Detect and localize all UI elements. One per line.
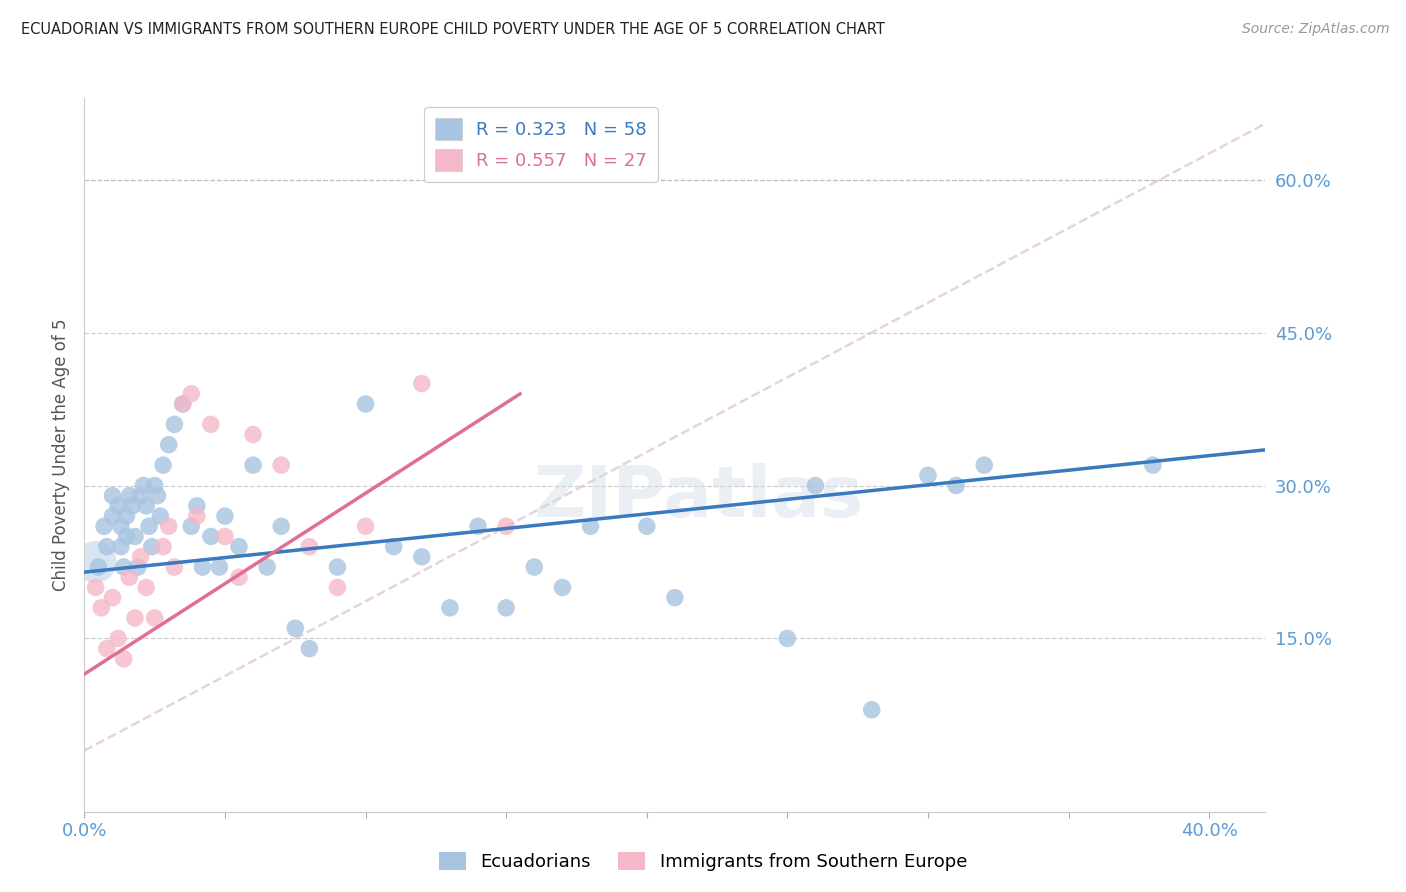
Point [152, 458, 174, 472]
Point [138, 519, 160, 533]
Point [523, 560, 546, 574]
Point [228, 540, 250, 554]
Point [551, 581, 574, 595]
Point [124, 529, 146, 543]
Text: Source: ZipAtlas.com: Source: ZipAtlas.com [1241, 22, 1389, 37]
Point [298, 540, 321, 554]
Point [96, 641, 118, 656]
Point [186, 499, 208, 513]
Point [112, 652, 135, 666]
Legend: R = 0.323   N = 58, R = 0.557   N = 27: R = 0.323 N = 58, R = 0.557 N = 27 [425, 107, 658, 182]
Point [326, 560, 349, 574]
Point [664, 591, 686, 605]
Point [860, 703, 883, 717]
Point [172, 397, 194, 411]
Point [200, 417, 222, 432]
Point [163, 560, 186, 574]
Point [143, 611, 166, 625]
Point [354, 397, 377, 411]
Point [467, 519, 489, 533]
Point [112, 560, 135, 574]
Point [101, 489, 124, 503]
Point [96, 540, 118, 554]
Point [439, 600, 461, 615]
Point [270, 458, 292, 472]
Point [636, 519, 658, 533]
Point [284, 621, 307, 635]
Y-axis label: Child Poverty Under the Age of 5: Child Poverty Under the Age of 5 [52, 318, 70, 591]
Point [124, 611, 146, 625]
Point [382, 540, 405, 554]
Point [354, 519, 377, 533]
Point [157, 438, 180, 452]
Point [115, 529, 138, 543]
Point [214, 509, 236, 524]
Point [127, 560, 149, 574]
Point [149, 509, 172, 524]
Point [132, 478, 155, 492]
Point [411, 549, 433, 564]
Point [214, 529, 236, 543]
Point [152, 540, 174, 554]
Point [495, 519, 517, 533]
Point [228, 570, 250, 584]
Point [180, 386, 202, 401]
Point [141, 540, 163, 554]
Point [146, 489, 169, 503]
Point [242, 427, 264, 442]
Legend: Ecuadorians, Immigrants from Southern Europe: Ecuadorians, Immigrants from Southern Eu… [432, 845, 974, 879]
Point [917, 468, 939, 483]
Point [121, 499, 143, 513]
Point [1142, 458, 1164, 472]
Point [118, 489, 141, 503]
Point [129, 549, 152, 564]
Point [180, 519, 202, 533]
Text: ZIPatlas: ZIPatlas [533, 463, 863, 533]
Point [326, 581, 349, 595]
Point [804, 478, 827, 492]
Point [200, 529, 222, 543]
Point [579, 519, 602, 533]
Point [84, 581, 107, 595]
Point [411, 376, 433, 391]
Point [84, 555, 107, 569]
Point [115, 509, 138, 524]
Point [776, 632, 799, 646]
Point [101, 591, 124, 605]
Point [118, 570, 141, 584]
Point [242, 458, 264, 472]
Point [110, 540, 132, 554]
Point [107, 499, 129, 513]
Point [270, 519, 292, 533]
Point [163, 417, 186, 432]
Point [495, 600, 517, 615]
Text: ECUADORIAN VS IMMIGRANTS FROM SOUTHERN EUROPE CHILD POVERTY UNDER THE AGE OF 5 C: ECUADORIAN VS IMMIGRANTS FROM SOUTHERN E… [21, 22, 884, 37]
Point [973, 458, 995, 472]
Point [107, 632, 129, 646]
Point [129, 489, 152, 503]
Point [135, 581, 157, 595]
Point [101, 509, 124, 524]
Point [157, 519, 180, 533]
Point [298, 641, 321, 656]
Point [87, 560, 110, 574]
Point [172, 397, 194, 411]
Point [135, 499, 157, 513]
Point [110, 519, 132, 533]
Point [945, 478, 967, 492]
Point [143, 478, 166, 492]
Point [93, 519, 115, 533]
Point [191, 560, 214, 574]
Point [90, 600, 112, 615]
Point [208, 560, 231, 574]
Point [186, 509, 208, 524]
Point [256, 560, 278, 574]
